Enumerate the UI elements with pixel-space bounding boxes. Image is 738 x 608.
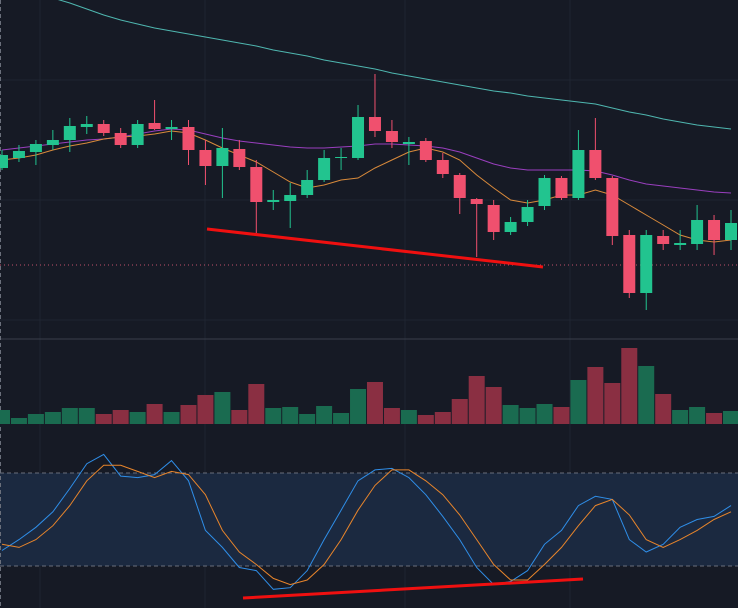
candle-body — [487, 205, 500, 232]
volume-bar — [553, 407, 570, 424]
candle-body — [114, 133, 127, 145]
volume-bar — [621, 348, 638, 424]
volume-bar — [400, 410, 417, 424]
candle-body — [402, 142, 415, 144]
candle-body — [301, 180, 314, 195]
candle-body — [63, 126, 76, 140]
volume-bar — [587, 367, 604, 424]
trend-line — [242, 577, 584, 600]
volume-bar — [502, 405, 519, 424]
candle-body — [0, 155, 8, 168]
volume-bar — [604, 383, 621, 424]
volume-bar — [638, 366, 655, 424]
candle-body — [368, 117, 381, 131]
volume-bar — [282, 407, 299, 424]
candle-body — [708, 220, 721, 240]
price-pane — [0, 0, 737, 310]
candle-body — [657, 236, 670, 244]
volume-bar — [248, 384, 265, 424]
candle-body — [555, 178, 568, 198]
trend-line — [206, 227, 544, 269]
volume-bar — [672, 410, 689, 424]
volume-bar — [27, 414, 44, 424]
volume-bar — [519, 408, 536, 424]
candle-body — [623, 235, 636, 293]
volume-bar — [366, 382, 383, 424]
volume-bar — [468, 376, 485, 424]
volume-bar — [265, 408, 282, 424]
volume-bar — [231, 410, 248, 424]
candle-body — [589, 150, 602, 178]
volume-bar — [655, 394, 672, 424]
candle-body — [538, 178, 551, 206]
candle-body — [216, 148, 229, 166]
volume-bar — [95, 414, 112, 424]
volume-bar — [383, 408, 400, 424]
volume-bar — [0, 410, 10, 424]
candle-body — [691, 220, 704, 244]
candle-body — [284, 195, 297, 201]
plot — [0, 0, 738, 590]
volume-bar — [214, 392, 231, 424]
candle-body — [199, 150, 212, 166]
volume-bar — [112, 410, 129, 424]
candle-body — [267, 200, 280, 202]
stochastic-pane — [0, 453, 738, 590]
volume-bar — [451, 399, 468, 424]
candle-body — [12, 151, 25, 158]
candle-body — [131, 124, 144, 145]
volume-bar — [10, 418, 27, 424]
line-series — [57, 0, 732, 130]
candle-body — [318, 158, 331, 180]
volume-bar — [146, 404, 163, 424]
candle-body — [385, 131, 398, 142]
volume-bar — [706, 413, 723, 424]
candle-body — [470, 199, 483, 204]
volume-bar — [299, 414, 316, 424]
candle-body — [335, 157, 348, 158]
volume-bar — [163, 412, 180, 424]
candle-body — [606, 178, 619, 236]
candle-body — [521, 207, 534, 222]
stochastic-band — [0, 473, 738, 566]
candle-body — [640, 235, 653, 293]
volume-bar — [61, 408, 78, 424]
candle-body — [250, 167, 263, 202]
candle-body — [97, 124, 110, 133]
line-series — [1, 464, 732, 586]
volume-bar — [180, 405, 197, 424]
volume-bar — [417, 415, 434, 424]
candle-body — [148, 123, 161, 129]
candle-body — [436, 160, 449, 174]
candle-body — [233, 149, 246, 167]
candle-body — [29, 144, 42, 152]
candle-body — [182, 127, 195, 150]
volume-bar — [129, 412, 146, 424]
volume-bar — [434, 412, 451, 424]
volume-bar — [485, 387, 502, 424]
candle-body — [453, 175, 466, 198]
volume-bar — [333, 413, 350, 424]
candle-body — [572, 150, 585, 198]
candle-body — [504, 222, 517, 232]
line-series — [1, 453, 732, 590]
candle-body — [46, 140, 59, 145]
candle-body — [419, 141, 432, 160]
candle-body — [674, 243, 687, 245]
volume-bar — [689, 407, 706, 424]
volume-bar — [570, 380, 587, 424]
volume-bar — [536, 404, 553, 424]
volume-bar — [316, 406, 333, 424]
volume-bar — [350, 389, 367, 424]
volume-bar — [44, 412, 61, 424]
candle-body — [165, 127, 178, 129]
volume-bar — [723, 411, 738, 424]
volume-bar — [197, 395, 214, 424]
candle-body — [352, 117, 365, 158]
candle-body — [725, 223, 737, 240]
volume-bar — [78, 408, 95, 424]
candle-body — [80, 124, 93, 127]
